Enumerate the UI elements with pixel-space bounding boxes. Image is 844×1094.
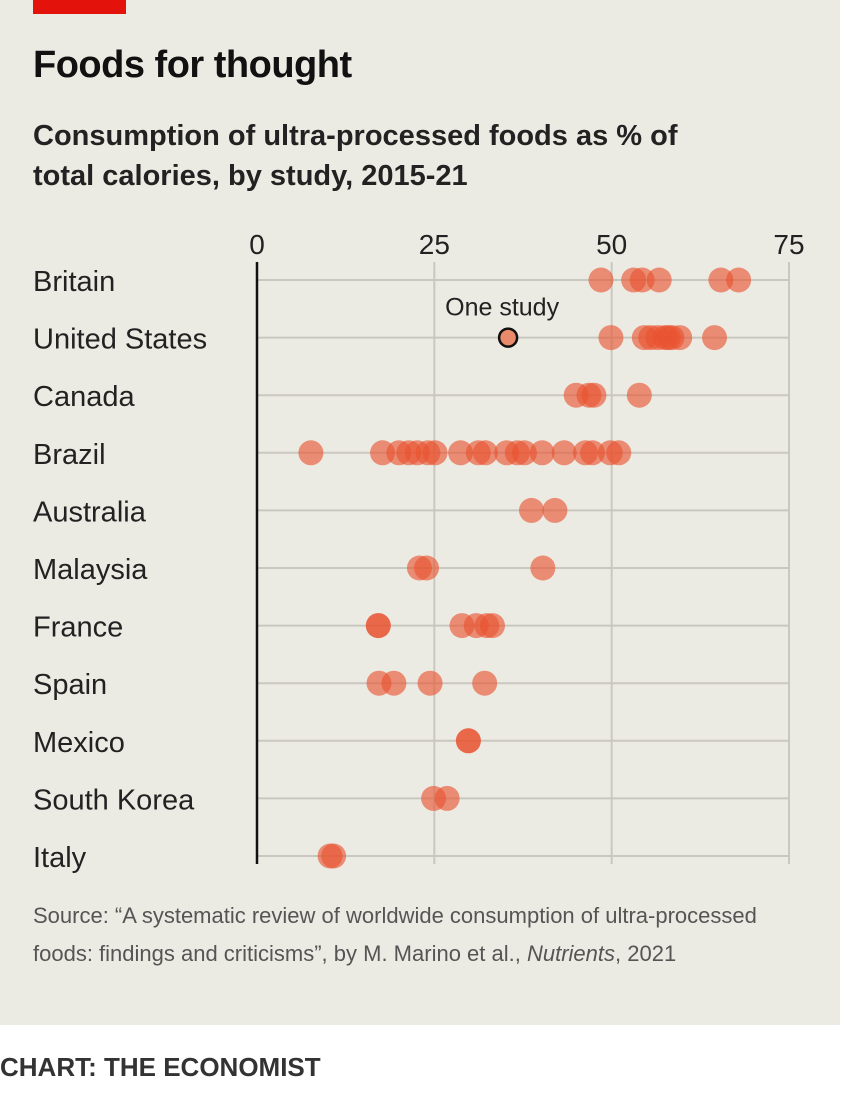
study-dot [365, 613, 391, 639]
annotated-study-dot [497, 327, 519, 348]
country-label: Italy [33, 842, 87, 874]
x-tick-label: 50 [596, 229, 627, 260]
country-label: Malaysia [33, 554, 148, 586]
study-dot [529, 440, 555, 466]
study-dot [708, 267, 734, 293]
study-dot [511, 440, 537, 466]
study-dot [417, 670, 443, 696]
study-dot [298, 440, 324, 466]
study-dot [626, 382, 652, 408]
study-dot [455, 728, 481, 754]
country-label: Mexico [33, 727, 125, 759]
study-dot [519, 497, 545, 523]
source-text: Source: “A systematic review of worldwid… [33, 903, 757, 966]
country-label: Canada [33, 381, 135, 413]
economist-red-bar [33, 0, 126, 14]
study-dot [598, 325, 624, 351]
study-dot [588, 267, 614, 293]
annotation-label: One study [445, 294, 559, 322]
study-dot [479, 613, 505, 639]
chart-panel [0, 0, 840, 1025]
study-dot [381, 670, 407, 696]
country-label: United States [33, 324, 207, 356]
study-dot [606, 440, 632, 466]
study-dot [726, 267, 752, 293]
chart-subtitle: Consumption of ultra-processed foods as … [33, 120, 678, 192]
study-dot [434, 785, 460, 811]
study-dot [581, 382, 607, 408]
study-dot [530, 555, 556, 581]
country-label: Australia [33, 496, 147, 528]
study-dot [702, 325, 728, 351]
x-tick-label: 75 [773, 229, 804, 260]
country-label: South Korea [33, 784, 195, 816]
study-dot [414, 555, 440, 581]
source-year: , 2021 [615, 941, 677, 966]
study-dot [542, 497, 568, 523]
dot-plot: 0 25 50 75 Britain United States Canada Brazil A… [33, 229, 805, 874]
study-dot [667, 325, 693, 351]
study-dot [580, 440, 606, 466]
study-dot [472, 440, 498, 466]
country-label: France [33, 612, 123, 644]
country-label: Britain [33, 266, 115, 298]
x-tick-label: 0 [249, 229, 265, 260]
chart-credit: CHART: THE ECONOMIST [0, 1052, 321, 1082]
country-label: Brazil [33, 439, 106, 471]
study-dot [472, 670, 498, 696]
source-journal: Nutrients [526, 941, 616, 966]
study-dot [422, 440, 448, 466]
study-dot [551, 440, 577, 466]
source-note: Source: “A systematic review of worldwid… [33, 897, 793, 973]
study-dot [321, 843, 347, 869]
x-tick-label: 25 [419, 229, 450, 260]
study-dot [646, 267, 672, 293]
country-label: Spain [33, 669, 107, 701]
study-dot [448, 440, 474, 466]
chart-title: Foods for thought [33, 44, 352, 86]
